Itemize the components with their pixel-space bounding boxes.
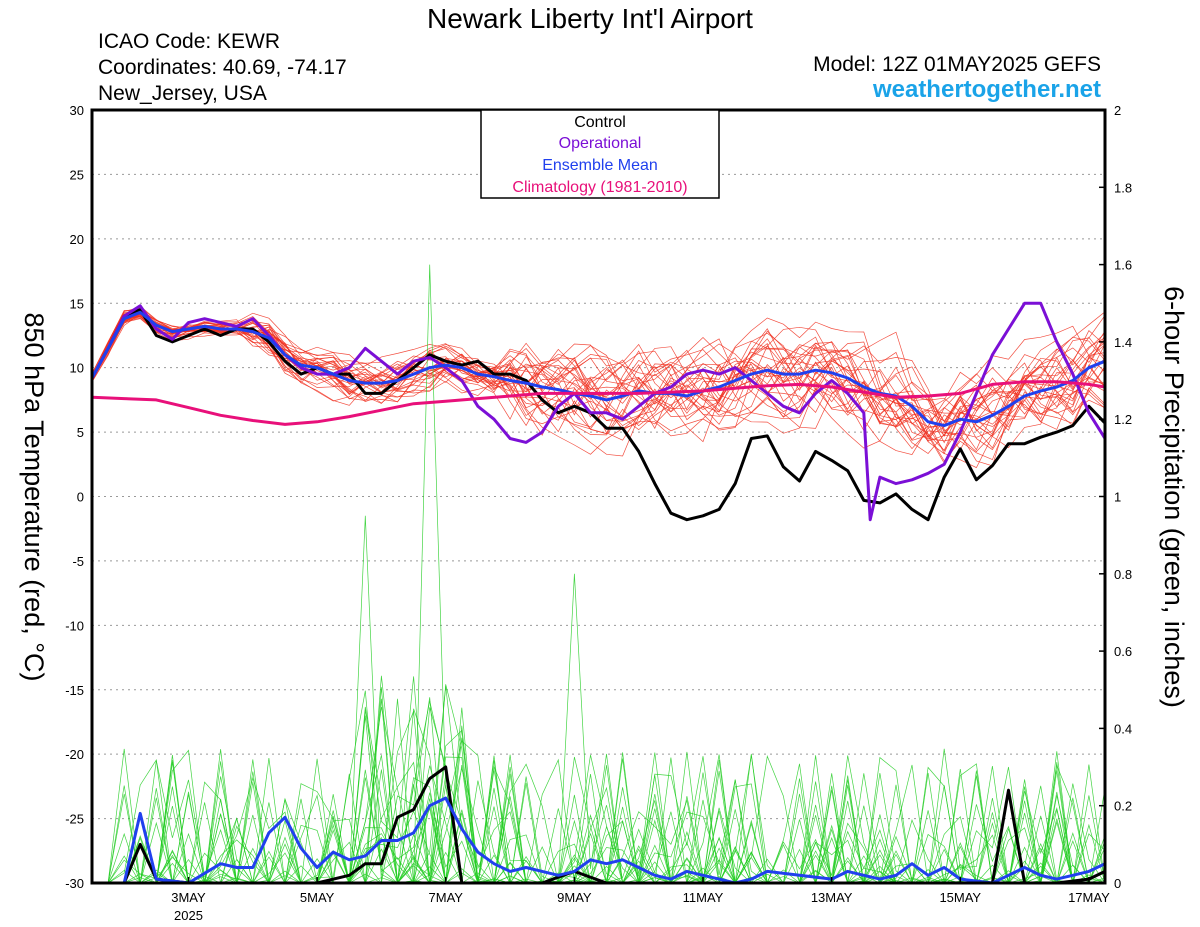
temp-member-line bbox=[92, 315, 1105, 452]
precip-member-line bbox=[92, 264, 1105, 883]
temp-member-line bbox=[92, 311, 1105, 451]
x-tick-label: 9MAY bbox=[557, 890, 592, 905]
left-tick-label: 20 bbox=[70, 232, 84, 247]
x-tick-label: 17MAY bbox=[1068, 890, 1110, 905]
right-tick-label: 1 bbox=[1114, 490, 1121, 505]
left-tick-label: -20 bbox=[65, 747, 84, 762]
x-tick-label: 5MAY bbox=[300, 890, 335, 905]
right-tick-label: 0.2 bbox=[1114, 799, 1132, 814]
left-tick-label: -10 bbox=[65, 618, 84, 633]
series-operational-temp bbox=[92, 301, 1105, 522]
precip-member-line bbox=[92, 690, 1105, 883]
series-climatology-1981-2010-temp bbox=[92, 380, 1105, 426]
icao-code: ICAO Code: KEWR bbox=[98, 30, 280, 53]
precip-member-line bbox=[92, 515, 1105, 883]
left-tick-label: -30 bbox=[65, 876, 84, 891]
left-tick-label: 25 bbox=[70, 167, 84, 182]
right-axis-ticks: 2 1.8 1.6 1.4 1.2 1 0.8 0.6 0.4 0.2 0 bbox=[1099, 103, 1132, 891]
left-tick-label: -15 bbox=[65, 683, 84, 698]
precip-member-line bbox=[92, 687, 1105, 883]
temp-member-line bbox=[92, 309, 1105, 442]
precip-member-line bbox=[92, 686, 1105, 883]
precip-member-line bbox=[92, 675, 1105, 883]
legend-operational: Operational bbox=[559, 135, 642, 152]
right-tick-label: 1.4 bbox=[1114, 335, 1132, 350]
right-tick-label: 0.8 bbox=[1114, 567, 1132, 582]
temp-member-line bbox=[92, 305, 1105, 455]
x-tick-label: 15MAY bbox=[939, 890, 981, 905]
temp-member-line bbox=[92, 315, 1105, 444]
legend-control: Control bbox=[574, 114, 626, 131]
series-ensemble-mean-temp bbox=[92, 310, 1105, 428]
precip-member-line bbox=[92, 676, 1105, 883]
x-tick-label: 3MAY bbox=[171, 890, 206, 905]
precip-member-line bbox=[92, 758, 1105, 883]
coordinates: Coordinates: 40.69, -74.17 bbox=[98, 56, 347, 79]
right-tick-label: 0.4 bbox=[1114, 721, 1132, 736]
series-control-precip bbox=[92, 765, 1105, 883]
temp-member-line bbox=[92, 311, 1105, 457]
temp-member-line bbox=[92, 314, 1105, 431]
precip-member-line bbox=[92, 698, 1105, 883]
temp-member-line bbox=[92, 309, 1105, 430]
ensemble-members bbox=[92, 264, 1105, 883]
chart-title: Newark Liberty Int'l Airport bbox=[427, 3, 753, 34]
precip-member-line bbox=[92, 698, 1105, 883]
right-tick-label: 0 bbox=[1114, 876, 1121, 891]
right-tick-label: 2 bbox=[1114, 103, 1121, 118]
right-tick-label: 0.6 bbox=[1114, 644, 1132, 659]
legend-box bbox=[480, 109, 720, 199]
right-tick-label: 1.8 bbox=[1114, 180, 1132, 195]
left-tick-label: 30 bbox=[70, 103, 84, 118]
left-axis-ticks: 30 25 20 15 10 5 0 -5 -10 -15 -20 -25 -30 bbox=[65, 103, 84, 891]
highlighted-series bbox=[92, 301, 1105, 883]
precip-member-line bbox=[92, 711, 1105, 883]
x-tick-label: 11MAY bbox=[683, 890, 724, 905]
right-axis-label: 6-hour Precipitation (green, inches) bbox=[1159, 286, 1189, 708]
x-axis-ticks: 3MAY 2025 5MAY 7MAY 9MAY 11MAY 13MAY 15MAY 17MAY bbox=[171, 877, 1110, 923]
series-ensemble-mean-precip bbox=[92, 796, 1105, 883]
right-tick-label: 1.2 bbox=[1114, 412, 1132, 427]
left-axis-label: 850 hPa Temperature (red, °C) bbox=[19, 313, 49, 682]
site-link[interactable]: weathertogether.net bbox=[872, 76, 1101, 103]
temp-member-line bbox=[92, 310, 1105, 437]
series-control-temp bbox=[92, 308, 1105, 522]
left-tick-label: -25 bbox=[65, 812, 84, 827]
grid-lines bbox=[92, 173, 1105, 820]
temp-member-line bbox=[92, 313, 1105, 441]
left-tick-label: 10 bbox=[70, 361, 84, 376]
x-tick-label: 7MAY bbox=[429, 890, 464, 905]
x-tick-sublabel: 2025 bbox=[174, 908, 203, 923]
temp-member-line bbox=[92, 306, 1105, 454]
temp-member-line bbox=[92, 312, 1105, 455]
left-tick-label: 5 bbox=[77, 425, 84, 440]
legend-climatology: Climatology (1981-2010) bbox=[512, 179, 687, 196]
x-tick-label: 13MAY bbox=[811, 890, 853, 905]
region: New_Jersey, USA bbox=[98, 82, 267, 105]
legend: Control Operational Ensemble Mean Climat… bbox=[480, 109, 720, 199]
precip-member-line bbox=[92, 697, 1105, 883]
model-run: Model: 12Z 01MAY2025 GEFS bbox=[813, 53, 1101, 76]
left-tick-label: 0 bbox=[77, 490, 84, 505]
left-tick-label: -5 bbox=[72, 554, 84, 569]
legend-ensemble-mean: Ensemble Mean bbox=[542, 157, 658, 174]
temp-member-line bbox=[92, 317, 1105, 430]
left-tick-label: 15 bbox=[70, 296, 84, 311]
right-tick-label: 1.6 bbox=[1114, 258, 1132, 273]
precip-member-line bbox=[92, 752, 1105, 883]
